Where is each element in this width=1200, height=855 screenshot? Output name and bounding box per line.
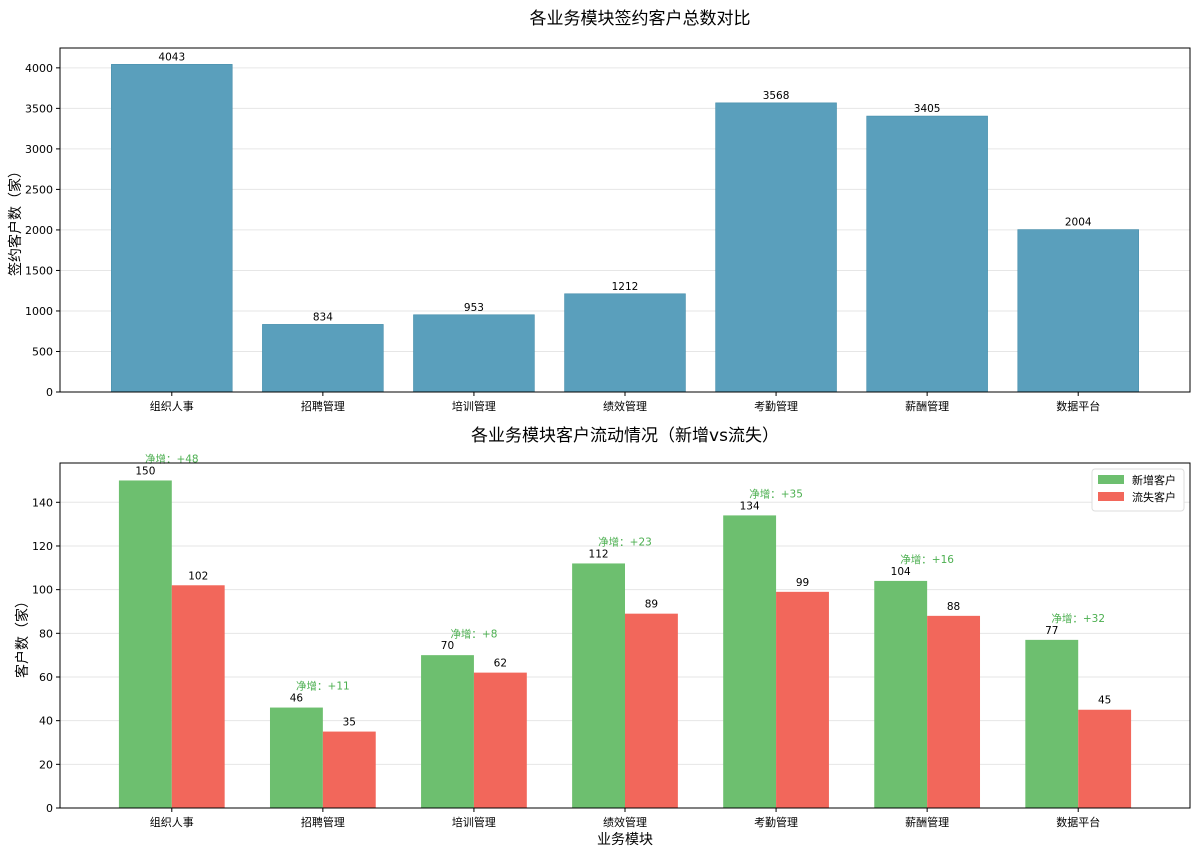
x-tick-label: 组织人事 [150,399,194,413]
bar [413,314,535,393]
bar-value-label: 3405 [914,103,941,115]
y-tick-label: 60 [39,671,53,684]
net-gain-annotation: 净增：+48 [145,453,199,466]
net-gain-annotation: 净增：+11 [296,680,350,693]
bar-value-label: 89 [645,599,658,611]
bar-lost [625,613,678,808]
bottom-chart-title: 各业务模块客户流动情况（新增vs流失） [471,426,779,446]
x-tick-label: 绩效管理 [603,815,647,829]
y-tick-label: 4000 [25,62,53,75]
bar-value-label: 150 [135,465,155,477]
bar-value-label: 77 [1045,625,1058,637]
bar [564,293,686,393]
x-tick-label: 薪酬管理 [905,399,949,413]
y-tick-label: 2000 [25,224,53,237]
bar-value-label: 46 [290,693,304,705]
bar-value-label: 70 [441,640,454,652]
bar [866,115,988,393]
bar-value-label: 99 [796,577,809,589]
bar-value-label: 834 [313,311,333,323]
bar-lost [322,731,376,808]
axes-frame [59,462,1191,809]
top-chart-title: 各业务模块签约客户总数对比 [530,9,751,29]
bar-value-label: 88 [947,601,960,613]
y-tick-label: 20 [39,758,53,771]
y-tick-label: 3000 [25,143,53,156]
bar-value-label: 134 [740,500,760,512]
x-tick-label: 组织人事 [150,815,194,829]
y-tick-label: 1500 [25,264,53,277]
x-tick-label: 绩效管理 [603,399,647,413]
y-tick-label: 120 [32,540,53,553]
bar-value-label: 112 [589,548,609,560]
bar-lost [927,615,981,808]
net-gain-annotation: 净增：+8 [450,627,497,640]
x-tick-label: 培训管理 [452,399,496,413]
y-tick-label: 500 [32,345,53,358]
bar [262,324,384,393]
bar-value-label: 4043 [158,51,185,63]
bar-new [874,580,928,808]
legend-label: 新增客户 [1132,473,1176,487]
bar-value-label: 2004 [1065,217,1092,229]
bar-value-label: 102 [188,570,208,582]
bar-new [572,563,625,808]
y-tick-label: 140 [32,496,53,509]
y-tick-label: 1000 [25,305,53,318]
bar-lost [776,591,829,808]
bar-value-label: 62 [494,658,507,670]
bar-new [723,515,777,808]
x-tick-label: 招聘管理 [301,815,345,829]
bottom-chart-ylabel: 客户数（家） [14,594,31,678]
bar-new [118,480,172,808]
x-tick-label: 考勤管理 [754,399,798,413]
bottom-chart-xlabel: 业务模块 [597,832,653,848]
legend-swatch [1098,492,1124,501]
y-tick-label: 0 [46,802,53,815]
bar-new [269,707,323,808]
y-tick-label: 40 [39,715,53,728]
net-gain-annotation: 净增：+35 [749,488,803,501]
x-tick-label: 数据平台 [1056,815,1100,829]
top-chart-ylabel: 签约客户数（家） [7,164,24,276]
bar-lost [1078,709,1132,808]
y-tick-label: 100 [32,584,53,597]
axes-frame [59,47,1191,393]
bottom-chart-plot: 0 20 40 60 80 100 120 140 组织人事 招聘管理 培训管理 绩效管理 考勤管理 薪酬… [32,453,1191,829]
bar-new [421,655,474,808]
net-gain-annotation: 净增：+23 [598,536,652,549]
bar [111,64,233,393]
y-tick-label: 2500 [25,183,53,196]
bar [1017,229,1139,393]
bar-lost [171,585,225,808]
bar-new [1025,639,1079,808]
y-tick-label: 3500 [25,102,53,115]
x-tick-label: 招聘管理 [301,399,345,413]
bar-value-label: 953 [464,302,484,314]
x-tick-label: 数据平台 [1056,399,1100,413]
x-tick-label: 薪酬管理 [905,815,949,829]
legend-label: 流失客户 [1132,490,1176,504]
bar-value-label: 104 [891,566,911,578]
bar-value-label: 35 [343,717,356,729]
bar-value-label: 45 [1098,695,1111,707]
y-tick-label: 0 [46,386,53,399]
bar [715,102,837,393]
bar-value-label: 1212 [612,281,639,293]
bar-lost [473,672,527,808]
net-gain-annotation: 净增：+32 [1051,612,1105,625]
y-tick-label: 80 [39,627,53,640]
legend-swatch [1098,475,1124,484]
top-chart-plot: 0 500 1000 1500 2000 2500 3000 3500 4000 组织人事 招聘管理… [25,47,1191,413]
net-gain-annotation: 净增：+16 [900,553,954,566]
x-tick-label: 考勤管理 [754,815,798,829]
bar-value-label: 3568 [763,90,790,102]
x-tick-label: 培训管理 [452,815,496,829]
